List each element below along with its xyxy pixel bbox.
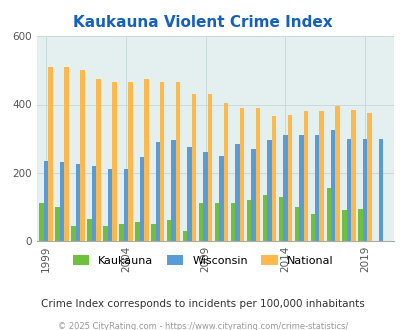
Bar <box>287 115 291 241</box>
Bar <box>171 140 175 241</box>
Bar <box>44 161 48 241</box>
Bar <box>166 220 171 241</box>
Bar <box>64 67 68 241</box>
Bar <box>341 210 346 241</box>
Bar <box>87 219 92 241</box>
Bar <box>346 139 351 241</box>
Bar <box>298 135 303 241</box>
Bar <box>330 130 335 241</box>
Bar <box>326 188 330 241</box>
Bar <box>235 144 239 241</box>
Bar <box>96 79 100 241</box>
Bar <box>367 113 371 241</box>
Bar <box>128 82 132 241</box>
Bar <box>92 166 96 241</box>
Legend: Kaukauna, Wisconsin, National: Kaukauna, Wisconsin, National <box>68 250 337 270</box>
Bar <box>351 110 355 241</box>
Bar <box>60 162 64 241</box>
Bar <box>192 94 196 241</box>
Bar <box>207 94 212 241</box>
Bar <box>155 142 160 241</box>
Bar <box>314 135 319 241</box>
Bar <box>71 226 76 241</box>
Bar <box>271 116 275 241</box>
Bar <box>223 103 228 241</box>
Bar <box>107 169 112 241</box>
Bar <box>124 169 128 241</box>
Bar <box>80 70 85 241</box>
Text: © 2025 CityRating.com - https://www.cityrating.com/crime-statistics/: © 2025 CityRating.com - https://www.city… <box>58 322 347 330</box>
Bar <box>112 82 116 241</box>
Bar <box>303 111 307 241</box>
Bar <box>219 156 223 241</box>
Bar <box>48 67 53 241</box>
Bar <box>198 203 203 241</box>
Bar <box>310 214 314 241</box>
Bar <box>135 222 139 241</box>
Bar <box>266 140 271 241</box>
Bar <box>214 203 219 241</box>
Bar <box>119 224 123 241</box>
Text: Kaukauna Violent Crime Index: Kaukauna Violent Crime Index <box>73 15 332 30</box>
Bar <box>251 149 255 241</box>
Bar <box>144 79 148 241</box>
Bar <box>255 108 260 241</box>
Bar <box>55 208 60 241</box>
Bar <box>278 197 282 241</box>
Bar <box>187 147 192 241</box>
Bar <box>246 200 251 241</box>
Text: Crime Index corresponds to incidents per 100,000 inhabitants: Crime Index corresponds to incidents per… <box>41 299 364 309</box>
Bar <box>262 195 266 241</box>
Bar <box>103 226 107 241</box>
Bar <box>151 224 155 241</box>
Bar <box>378 139 382 241</box>
Bar <box>139 157 144 241</box>
Bar <box>230 203 234 241</box>
Bar <box>175 82 180 241</box>
Bar <box>76 164 80 241</box>
Bar <box>335 106 339 241</box>
Bar <box>39 203 44 241</box>
Bar <box>160 82 164 241</box>
Bar <box>362 139 367 241</box>
Bar <box>183 231 187 241</box>
Bar <box>282 135 287 241</box>
Bar <box>203 152 207 241</box>
Bar <box>319 111 323 241</box>
Bar <box>294 207 298 241</box>
Bar <box>239 108 243 241</box>
Bar <box>358 209 362 241</box>
